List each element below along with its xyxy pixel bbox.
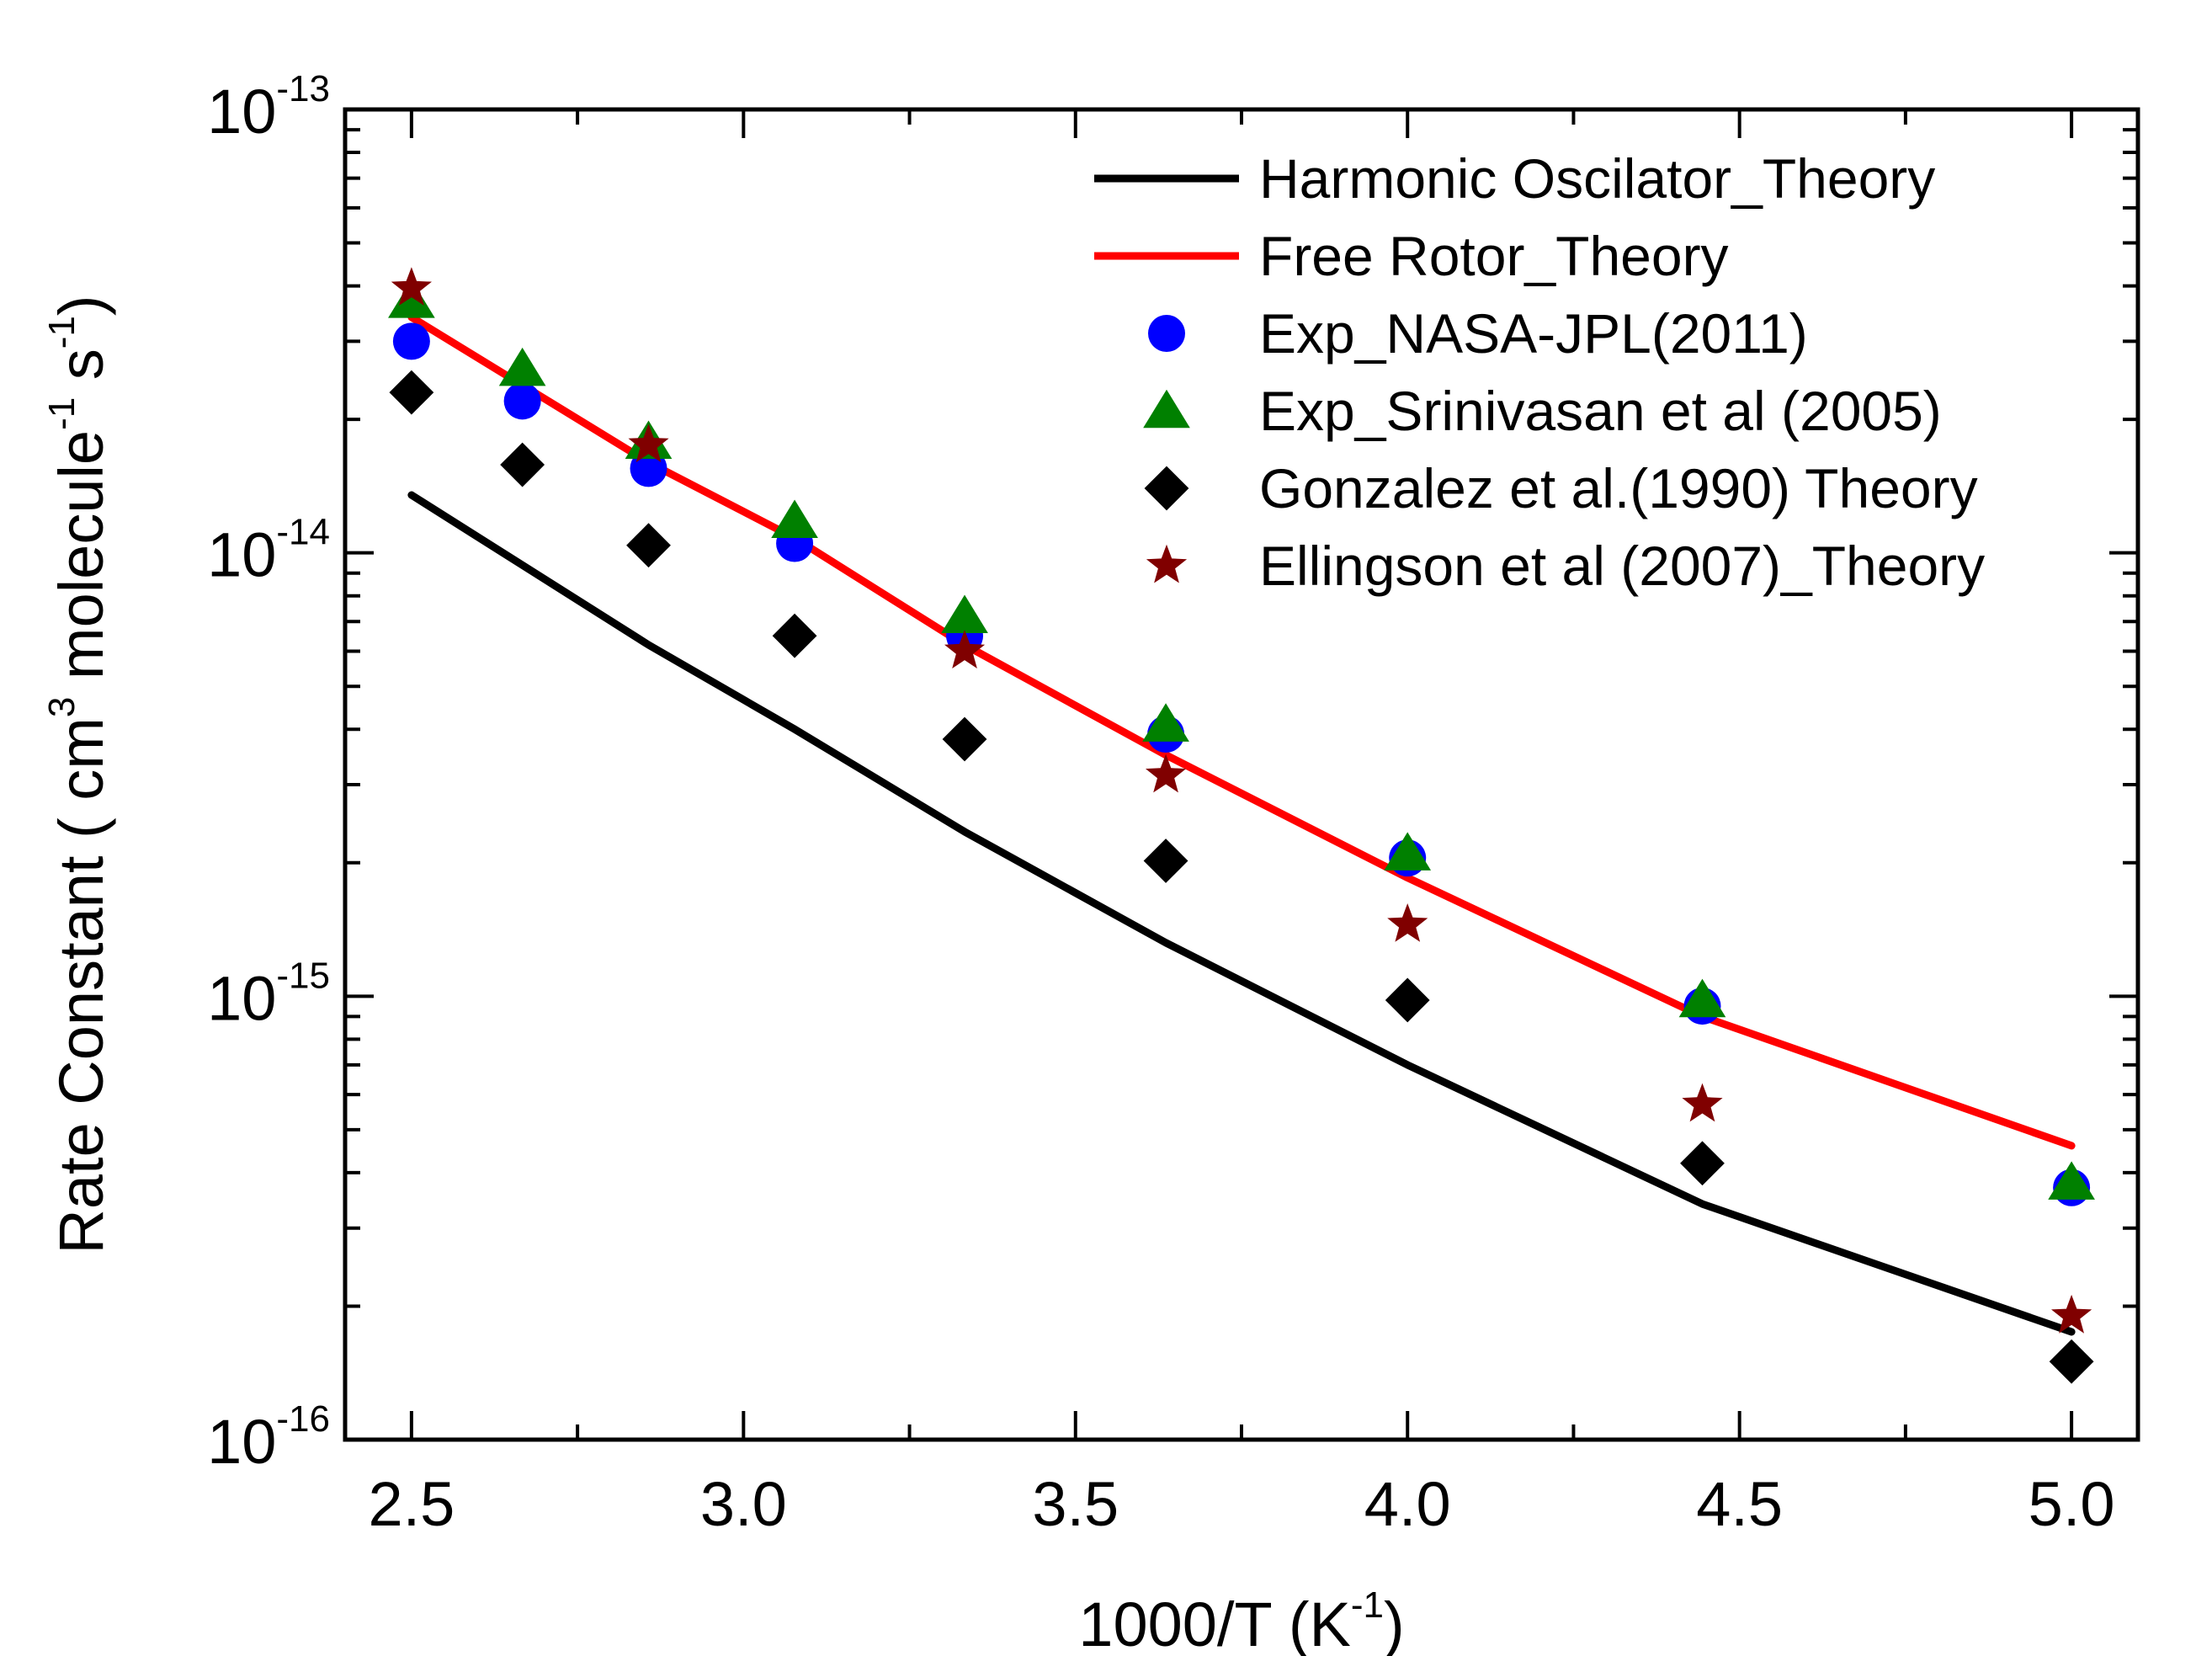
point-ellingson-et-al-2007-theory-3 (1146, 753, 1187, 793)
point-ellingson-et-al-2007-theory-0 (391, 267, 432, 306)
point-exp-srinivasan-et-al-2005-3 (771, 499, 818, 539)
point-ellingson-et-al-2007-theory-1 (628, 423, 669, 463)
plot-area (388, 267, 2095, 1384)
legend-label-harmonic-oscilator-theory: Harmonic Oscilator_Theory (1259, 147, 1935, 210)
legend-marker-exp-srinivasan-et-al-2005 (1143, 389, 1190, 429)
legend: Harmonic Oscilator_Theory Free Rotor_Theo… (1094, 147, 1985, 597)
point-gonzalez-et-al-1990-theory-8 (2049, 1339, 2094, 1384)
series-line-free-rotor-theory (407, 313, 2076, 1150)
tick-labels: 2.5 3.0 3.5 4.0 4.5 5.0 10-13 10-14 10-15 10-16 (207, 68, 2114, 1539)
point-ellingson-et-al-2007-theory-5 (1682, 1083, 1723, 1122)
point-exp-srinivasan-et-al-2005-0 (388, 280, 435, 318)
point-exp-srinivasan-et-al-2005-6 (1384, 832, 1432, 871)
y-tick-label: 10-14 (207, 512, 330, 590)
point-exp-srinivasan-et-al-2005-1 (498, 347, 546, 386)
point-gonzalez-et-al-1990-theory-6 (1385, 977, 1430, 1023)
legend-label-exp-srinivasan-et-al-2005: Exp_Srinivasan et al (2005) (1259, 380, 1942, 442)
legend-marker-gonzalez-et-al-1990-theory (1144, 466, 1189, 511)
axis-ticks (345, 108, 2138, 1441)
x-tick-label: 4.5 (1696, 1469, 1783, 1539)
plot-frame (343, 107, 2140, 1442)
point-exp-nasa-jpl-2011-1 (503, 382, 541, 420)
point-gonzalez-et-al-1990-theory-4 (942, 716, 987, 762)
x-tick-label: 4.0 (1364, 1469, 1451, 1539)
point-exp-srinivasan-et-al-2005-4 (941, 594, 988, 634)
series-line-harmonic-oscilator-theory (407, 491, 2076, 1336)
point-gonzalez-et-al-1990-theory-2 (626, 523, 671, 568)
legend-label-gonzalez-et-al-1990-theory: Gonzalez et al.(1990) Theory (1259, 457, 1978, 519)
point-exp-srinivasan-et-al-2005-5 (1142, 703, 1189, 742)
point-ellingson-et-al-2007-theory-2 (944, 630, 986, 668)
point-exp-srinivasan-et-al-2005-7 (1678, 978, 1726, 1018)
y-tick-label: 10-13 (207, 68, 330, 146)
legend-label-exp-nasa-jpl-2011: Exp_NASA-JPL(2011) (1259, 302, 1808, 365)
point-gonzalez-et-al-1990-theory-1 (500, 442, 545, 487)
point-exp-srinivasan-et-al-2005-8 (2048, 1161, 2095, 1200)
point-ellingson-et-al-2007-theory-6 (2051, 1294, 2092, 1334)
legend-marker-exp-nasa-jpl-2011 (1148, 315, 1185, 352)
point-ellingson-et-al-2007-theory-4 (1387, 903, 1428, 942)
legend-label-ellingson-et-al-2007-theory: Ellingson et al (2007)_Theory (1259, 535, 1985, 597)
x-axis-title: 1000/T (K-1) (1078, 1584, 1404, 1656)
y-tick-label: 10-15 (207, 955, 330, 1033)
point-exp-nasa-jpl-2011-0 (392, 322, 430, 360)
y-axis-title: Rate Constant ( cm3 molecule-1 s-1) (41, 295, 116, 1254)
x-tick-label: 3.0 (700, 1469, 787, 1539)
legend-label-free-rotor-theory: Free Rotor_Theory (1259, 225, 1729, 287)
legend-marker-ellingson-et-al-2007-theory (1146, 544, 1188, 583)
y-tick-label: 10-16 (207, 1398, 330, 1477)
point-gonzalez-et-al-1990-theory-0 (389, 370, 434, 415)
x-tick-label: 5.0 (2029, 1469, 2115, 1539)
x-tick-label: 3.5 (1032, 1469, 1119, 1539)
point-gonzalez-et-al-1990-theory-7 (1680, 1141, 1725, 1186)
point-gonzalez-et-al-1990-theory-5 (1143, 839, 1188, 883)
point-gonzalez-et-al-1990-theory-3 (772, 613, 817, 658)
x-tick-label: 2.5 (368, 1469, 455, 1539)
